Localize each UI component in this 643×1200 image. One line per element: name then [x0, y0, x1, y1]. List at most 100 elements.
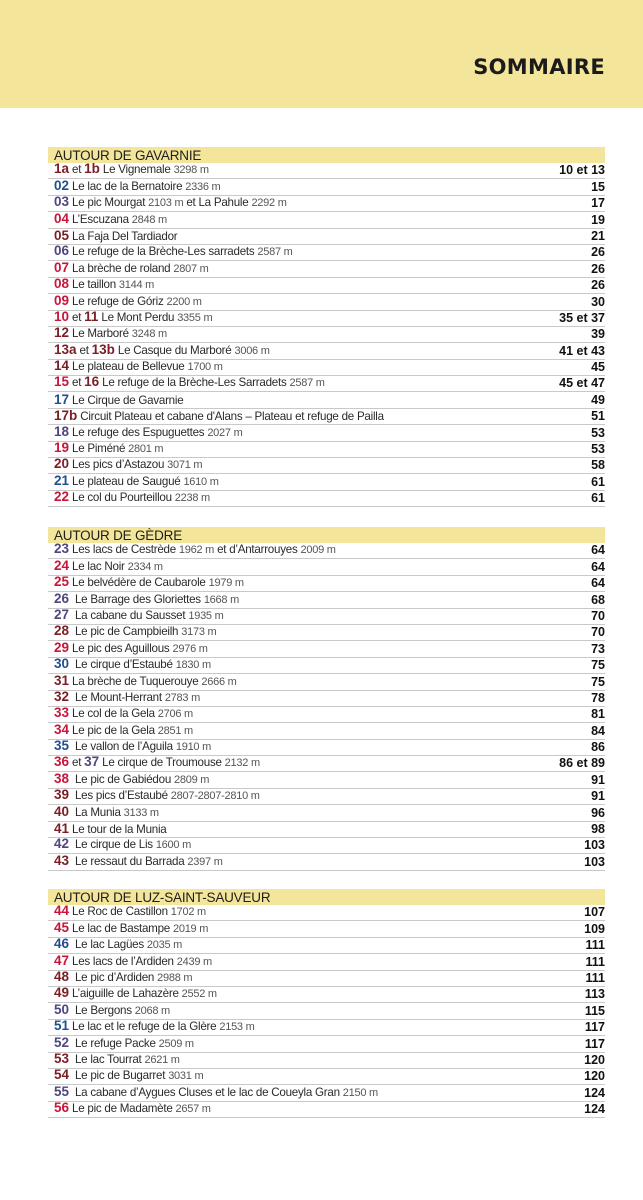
- toc-entry[interactable]: 1a et 1b Le Vignemale 3298 m 10 et 13: [48, 161, 605, 180]
- toc-entry[interactable]: 05 La Faja Del Tardiador 21: [48, 227, 605, 245]
- toc-entry[interactable]: 20 Les pics d’Astazou 3071 m 58: [48, 456, 605, 475]
- toc-entry[interactable]: 43 Le ressaut du Barrada 2397 m 103: [48, 853, 605, 871]
- entry-label: 53 Le lac Tourrat 2621 m: [54, 1051, 180, 1068]
- route-number: 05: [54, 227, 70, 243]
- entry-altitude: 2439 m: [176, 955, 212, 968]
- entry-title: Les pics d’Estaubé: [69, 789, 171, 803]
- entry-label: 30 Le cirque d’Estaubé 1830 m: [54, 656, 211, 673]
- toc-entry[interactable]: 34 Le pic de la Gela 2851 m 84: [48, 722, 605, 740]
- toc-entry[interactable]: 25 Le belvédère de Caubarole 1979 m 64: [48, 574, 605, 593]
- toc-entry[interactable]: 31 La brèche de Tuquerouye 2666 m 75: [48, 673, 605, 691]
- entry-altitude: 1962 m: [178, 544, 215, 557]
- page-number: 78: [591, 690, 605, 705]
- entry-altitude: 3298 m: [173, 164, 209, 177]
- toc-entry[interactable]: 02 Le lac de la Bernatoire 2336 m 15: [48, 178, 605, 196]
- page-number: 64: [591, 576, 605, 591]
- page-number: 70: [591, 608, 605, 623]
- entry-altitude: 2976 m: [172, 642, 208, 655]
- entry-title: Le refuge de la Brèche-Les sarradets: [69, 245, 258, 259]
- entry-label: 50 Le Bergons 2068 m: [54, 1002, 170, 1019]
- toc-entry[interactable]: 26 Le Barrage des Gloriettes 1668 m 68: [48, 591, 605, 609]
- page-number: 84: [591, 723, 605, 738]
- entry-altitude: 2035 m: [146, 939, 183, 952]
- toc-entry[interactable]: 12 Le Marboré 3248 m 39: [48, 325, 605, 344]
- toc-entry[interactable]: 08 Le taillon 3144 m 26: [48, 276, 605, 295]
- entry-altitude: 3006 m: [234, 344, 270, 357]
- toc-entry[interactable]: 18 Le refuge des Espuguettes 2027 m 53: [48, 424, 605, 442]
- toc-entry[interactable]: 10 et 11 Le Mont Perdu 3355 m 35 et 37: [48, 309, 605, 327]
- toc-entry[interactable]: 38 Le pic de Gabiédou 2809 m 91: [48, 771, 605, 789]
- entry-title: Le ressaut du Barrada: [69, 854, 188, 868]
- entry-title: Le pic de la Gela: [69, 723, 158, 737]
- toc-entry[interactable]: 50 Le Bergons 2068 m 115: [48, 1002, 605, 1020]
- page-number: 61: [591, 491, 605, 506]
- toc-entry[interactable]: 13a et 13b Le Casque du Marboré 3006 m 41…: [48, 342, 605, 360]
- entry-label: 52 Le refuge Packe 2509 m: [54, 1035, 194, 1052]
- entry-label: 09 Le refuge de Góriz 2200 m: [54, 293, 202, 310]
- toc-entry[interactable]: 14 Le plateau de Bellevue 1700 m 45: [48, 358, 605, 377]
- route-number: 09: [54, 292, 70, 308]
- entry-title: Le lac de Bastampe: [69, 921, 173, 935]
- toc-entry[interactable]: 45 Le lac de Bastampe 2019 m 109: [48, 920, 605, 938]
- entry-title: et: [69, 756, 85, 770]
- route-number: 21: [54, 472, 70, 488]
- toc-entry[interactable]: 40 La Munia 3133 m 96: [48, 804, 605, 822]
- toc-entry[interactable]: 56 Le pic de Madamète 2657 m 124: [48, 1100, 605, 1119]
- entry-label: 18 Le refuge des Espuguettes 2027 m: [54, 424, 243, 441]
- toc-entry[interactable]: 29 Le pic des Aguillous 2976 m 73: [48, 640, 605, 658]
- toc-entry[interactable]: 53 Le lac Tourrat 2621 m 120: [48, 1051, 605, 1069]
- toc-entry[interactable]: 24 Le lac Noir 2334 m 64: [48, 558, 605, 576]
- toc-entry[interactable]: 23 Les lacs de Cestrède 1962 m et d’Anta…: [48, 541, 605, 560]
- toc-entry[interactable]: 55 La cabane d’Aygues Cluses et le lac d…: [48, 1084, 605, 1102]
- toc-entry[interactable]: 36 et 37 Le cirque de Troumouse 2132 m 86…: [48, 754, 605, 773]
- toc-entry[interactable]: 07 La brèche de roland 2807 m 26: [48, 260, 605, 278]
- toc-entry[interactable]: 49 L’aiguille de Lahazère 2552 m 113: [48, 985, 605, 1004]
- toc-entry[interactable]: 48 Le pic d’Ardiden 2988 m 111: [48, 969, 605, 987]
- entry-altitude: 2150 m: [342, 1086, 378, 1099]
- entry-altitude: 3133 m: [123, 806, 159, 819]
- toc-entry[interactable]: 46 Le lac Lagües 2035 m 111: [48, 936, 605, 955]
- toc-entry[interactable]: 03 Le pic Mourgat 2103 m et La Pahule 22…: [48, 194, 605, 213]
- toc-entry[interactable]: 42 Le cirque de Lis 1600 m 103: [48, 836, 605, 855]
- toc-entry[interactable]: 47 Les lacs de l’Ardiden 2439 m 111: [48, 953, 605, 971]
- entry-title: Le Casque du Marboré: [114, 343, 235, 357]
- entry-title: Le pic de Gabiédou: [69, 772, 175, 786]
- entry-label: 13a et 13b Le Casque du Marboré 3006 m: [54, 342, 270, 359]
- route-number: 17: [54, 391, 70, 407]
- entry-title: et d’Antarrouyes: [214, 543, 301, 557]
- toc-entry[interactable]: 30 Le cirque d’Estaubé 1830 m 75: [48, 656, 605, 675]
- entry-title: Le refuge de la Brèche-Les Sarradets: [99, 376, 290, 390]
- toc-entry[interactable]: 19 Le Piméné 2801 m 53: [48, 440, 605, 459]
- toc-entry[interactable]: 51 Le lac et le refuge de la Glère 2153 …: [48, 1018, 605, 1037]
- toc-entry[interactable]: 33 Le col de la Gela 2706 m 81: [48, 705, 605, 724]
- toc-entry[interactable]: 28 Le pic de Campbieilh 3173 m 70: [48, 623, 605, 642]
- toc-entry[interactable]: 52 Le refuge Packe 2509 m 117: [48, 1035, 605, 1053]
- toc-entry[interactable]: 17 Le Cirque de Gavarnie 49: [48, 391, 605, 409]
- toc-entry[interactable]: 41 Le tour de la Munia 98: [48, 821, 605, 839]
- toc-entry[interactable]: 44 Le Roc de Castillon 1702 m 107: [48, 903, 605, 922]
- toc-entry[interactable]: 32 Le Mount-Herrant 2783 m 78: [48, 689, 605, 707]
- entry-altitude: 2132 m: [224, 757, 260, 770]
- entry-altitude: 2238 m: [174, 492, 210, 505]
- entry-label: 05 La Faja Del Tardiador: [54, 227, 178, 244]
- entry-title: Le Cirque de Gavarnie: [69, 393, 184, 407]
- entry-title: Le taillon: [69, 278, 119, 292]
- toc-entry[interactable]: 39 Les pics d’Estaubé 2807-2807-2810 m 91: [48, 787, 605, 806]
- entry-label: 49 L’aiguille de Lahazère 2552 m: [54, 985, 217, 1002]
- toc-entry[interactable]: 17b Circuit Plateau et cabane d'Alans – …: [48, 408, 605, 426]
- toc-entry[interactable]: 06 Le refuge de la Brèche-Les sarradets …: [48, 243, 605, 262]
- toc-entry[interactable]: 54 Le pic de Bugarret 3031 m 120: [48, 1067, 605, 1086]
- toc-entry[interactable]: 27 La cabane du Sausset 1935 m 70: [48, 607, 605, 625]
- entry-label: 35 Le vallon de l’Aguila 1910 m: [54, 738, 211, 755]
- entry-label: 34 Le pic de la Gela 2851 m: [54, 722, 193, 739]
- toc-entry[interactable]: 04 L’Escuzana 2848 m 19: [48, 211, 605, 229]
- toc-entry[interactable]: 21 Le plateau de Saugué 1610 m 61: [48, 472, 605, 491]
- entry-title: Le lac Lagües: [69, 938, 147, 952]
- toc-entry[interactable]: 22 Le col du Pourteillou 2238 m 61: [48, 489, 605, 508]
- route-number: 12: [54, 325, 70, 341]
- toc-entry[interactable]: 15 et 16 Le refuge de la Brèche-Les Sarr…: [48, 374, 605, 393]
- entry-altitude: 2848 m: [131, 213, 167, 226]
- toc-entry[interactable]: 09 Le refuge de Góriz 2200 m 30: [48, 293, 605, 311]
- page-number: 15: [591, 179, 605, 194]
- toc-entry[interactable]: 35 Le vallon de l’Aguila 1910 m 86: [48, 738, 605, 757]
